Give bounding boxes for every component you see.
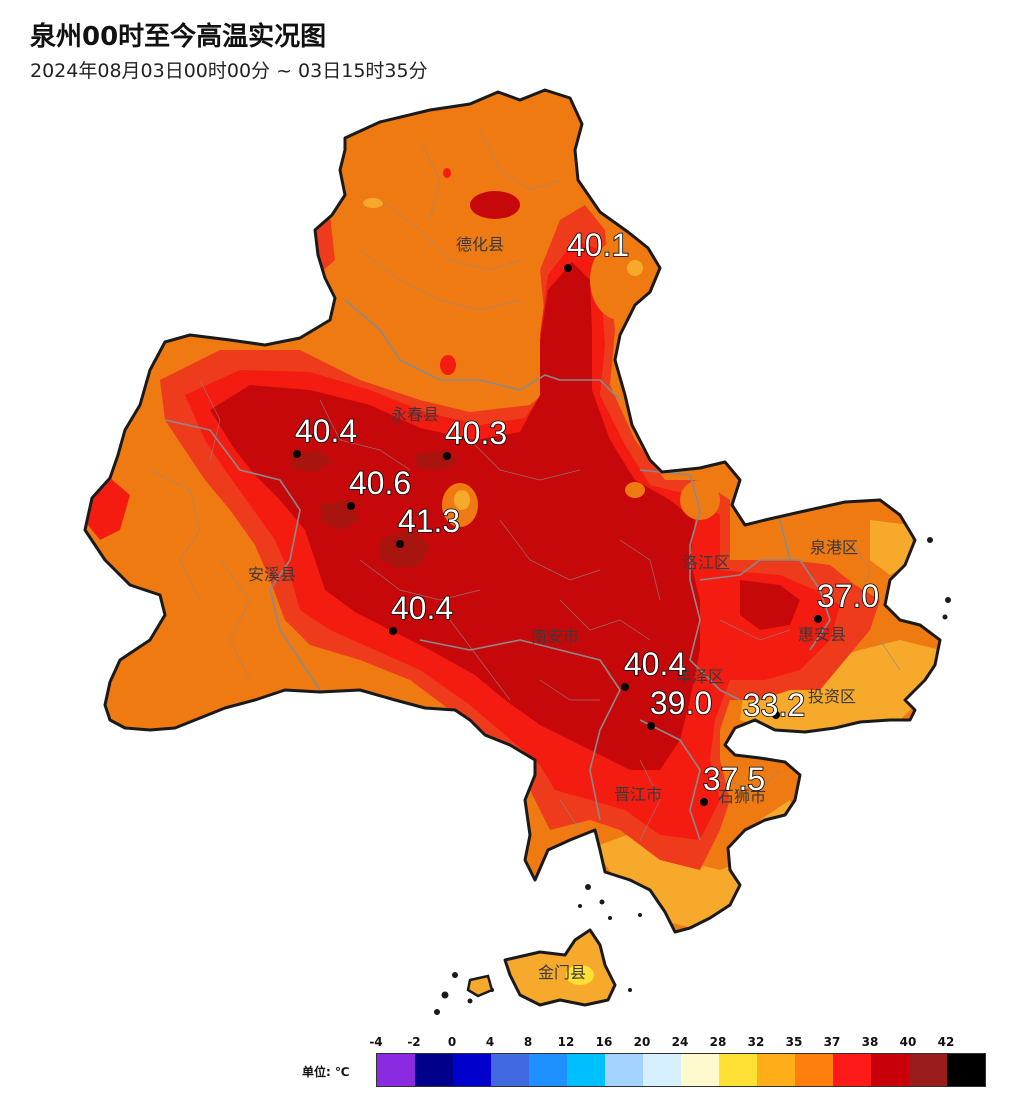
legend-swatch xyxy=(605,1054,643,1086)
map-title: 泉州00时至今高温实况图 xyxy=(30,22,327,52)
quanzhou-region xyxy=(83,88,942,934)
legend-tick: 12 xyxy=(557,1035,575,1049)
warm-patch-3 xyxy=(454,490,470,510)
station-dot xyxy=(621,683,629,691)
legend-tick: 32 xyxy=(747,1035,765,1049)
place-label: 泉港区 xyxy=(810,538,858,557)
legend-swatch xyxy=(491,1054,529,1086)
place-label: 安溪县 xyxy=(248,565,296,584)
legend-swatch xyxy=(795,1054,833,1086)
place-label: 永春县 xyxy=(391,405,439,424)
legend-tick: 42 xyxy=(937,1035,955,1049)
legend-swatch xyxy=(719,1054,757,1086)
band-40-42-east xyxy=(740,580,800,630)
station-value: 40.6 xyxy=(349,465,411,501)
place-label: 南安市 xyxy=(531,627,579,646)
cool-pocket-2 xyxy=(625,482,645,498)
place-label: 晋江市 xyxy=(614,785,662,804)
map-subtitle: 2024年08月03日00时00分 ~ 03日15时35分 xyxy=(30,60,428,82)
legend-tick: 28 xyxy=(709,1035,727,1049)
hotspot-north-3 xyxy=(443,168,451,178)
legend-tick: 24 xyxy=(671,1035,689,1049)
station-value: 39.0 xyxy=(650,685,712,721)
town-boundaries xyxy=(149,129,901,841)
legend-tick: 38 xyxy=(861,1035,879,1049)
cool-pocket-3 xyxy=(680,480,720,520)
hotspot-north xyxy=(470,191,520,219)
band-42-a xyxy=(380,530,430,568)
legend-swatch xyxy=(947,1054,985,1086)
place-label: 丰泽区 xyxy=(676,667,724,686)
band-32-35-east xyxy=(740,640,940,732)
station-dot xyxy=(347,502,355,510)
station-dot xyxy=(396,540,404,548)
legend-swatch xyxy=(567,1054,605,1086)
warm-patch-2 xyxy=(627,260,643,276)
station-dot xyxy=(647,722,655,730)
station-value: 40.4 xyxy=(624,646,686,682)
legend-tick: 16 xyxy=(595,1035,613,1049)
place-label: 惠安县 xyxy=(798,625,846,644)
legend-swatch xyxy=(453,1054,491,1086)
station-dot xyxy=(772,711,780,719)
station-dot xyxy=(389,627,397,635)
station-dot xyxy=(293,450,301,458)
station-value: 40.1 xyxy=(567,227,629,263)
station-value: 40.4 xyxy=(295,413,357,449)
legend-swatch xyxy=(909,1054,947,1086)
hotspot-north-2 xyxy=(440,355,456,375)
place-label: 德化县 xyxy=(456,235,504,254)
legend-swatch xyxy=(757,1054,795,1086)
legend-swatch xyxy=(833,1054,871,1086)
station-dot xyxy=(564,264,572,272)
place-label: 投资区 xyxy=(808,687,856,706)
legend-swatch xyxy=(529,1054,567,1086)
station-dot xyxy=(700,798,708,806)
legend-tick: 37 xyxy=(823,1035,841,1049)
station-layer: 40.140.4 40.340.641.340.440.439.0 33.237.5… xyxy=(293,226,880,806)
legend-tick: -4 xyxy=(369,1035,383,1049)
legend-tick: 0 xyxy=(447,1035,457,1049)
station-value: 40.4 xyxy=(391,590,453,626)
station-value: 37.0 xyxy=(817,578,879,614)
legend-tick: -2 xyxy=(407,1035,421,1049)
station-value: 37.5 xyxy=(703,761,765,797)
legend-tick: 20 xyxy=(633,1035,651,1049)
kinmen-island xyxy=(466,928,617,1007)
legend-tick: 8 xyxy=(523,1035,533,1049)
station-value: 41.3 xyxy=(398,503,460,539)
place-label: 金门县 xyxy=(538,963,586,982)
legend-tick: 40 xyxy=(899,1035,917,1049)
district-boundaries xyxy=(164,299,831,841)
legend-swatch xyxy=(377,1054,415,1086)
legend-tick: 35 xyxy=(785,1035,803,1049)
legend-swatch xyxy=(415,1054,453,1086)
legend-tick: 4 xyxy=(485,1035,495,1049)
legend-swatch xyxy=(871,1054,909,1086)
legend-unit-label: 单位: ℃ xyxy=(302,1065,350,1079)
place-label: 石狮市 xyxy=(718,787,766,806)
legend-ticks: -4 -2 0 4 8 12 16 20 24 28 32 35 37 38 40 42 xyxy=(369,1035,984,1051)
station-value: 33.2 xyxy=(743,687,805,723)
station-dot xyxy=(814,615,822,623)
legend-swatch xyxy=(643,1054,681,1086)
legend-color-bar xyxy=(376,1053,986,1087)
place-label: 洛江区 xyxy=(682,553,730,572)
warm-patch-1 xyxy=(363,198,383,208)
station-value: 40.3 xyxy=(445,415,507,451)
station-dot xyxy=(443,452,451,460)
band-32-35-northeast xyxy=(870,520,915,575)
legend-swatch xyxy=(681,1054,719,1086)
